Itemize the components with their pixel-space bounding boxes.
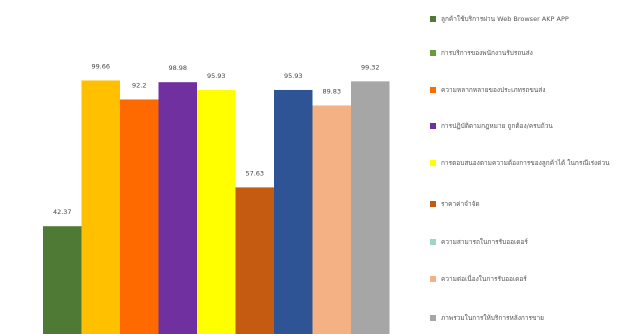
- bar-4: [158, 82, 197, 334]
- bar-6: [235, 187, 274, 334]
- legend-swatch: [430, 160, 436, 166]
- legend-swatch: [430, 16, 436, 22]
- data-label-1: 42.37: [53, 208, 72, 216]
- legend-label: การตอบสนองตามความต้องการของลูกค้าได้ ในก…: [441, 159, 610, 167]
- legend-swatch: [430, 315, 436, 321]
- legend-swatch: [430, 239, 436, 245]
- legend-swatch: [430, 201, 436, 207]
- data-label-4: 98.98: [168, 64, 187, 72]
- data-label-2: 99.66: [91, 62, 110, 70]
- legend-label: ราคาค่าจำจัด: [441, 200, 480, 208]
- legend-label: ความต่อเนื่องในการรับออเดอร์: [441, 275, 527, 283]
- bar-8: [312, 105, 351, 334]
- legend-label: ลูกค้าใช้บริการผ่าน Web Browser AKP APP: [441, 15, 569, 23]
- legend-swatch: [430, 87, 436, 93]
- data-label-6: 57.63: [245, 169, 264, 177]
- bar-5: [197, 89, 236, 334]
- bar-9: [351, 81, 390, 334]
- bar-2: [81, 80, 120, 334]
- chart-legend: ลูกค้าใช้บริการผ่าน Web Browser AKP APP ก…: [430, 0, 627, 334]
- bar-chart: 42.37 99.66 92.2 98.98 95.93 57.63 95.93 89.83 9…: [43, 62, 390, 334]
- data-label-3: 92.2: [132, 81, 146, 89]
- data-label-9: 99.32: [361, 63, 380, 71]
- data-label-8: 89.83: [322, 87, 341, 95]
- legend-label: การปฏิบัติตามกฎหมาย ถูกต้อง/ครบถ้วน: [441, 122, 553, 130]
- legend-swatch: [430, 123, 436, 129]
- bar-7: [274, 89, 313, 334]
- legend-label: ความหลากหลายของประเภทรถขนส่ง: [441, 86, 546, 94]
- data-label-5: 95.93: [207, 72, 226, 80]
- legend-label: ความสามารถในการรับออเดอร์: [441, 238, 528, 246]
- legend-swatch: [430, 50, 436, 56]
- legend-label: ภาพรวมในการให้บริการหลังการขาย: [441, 314, 544, 322]
- legend-label: การบริการของพนักงานรับรถนส่ง: [441, 49, 533, 57]
- bar-1: [43, 226, 82, 334]
- legend-swatch: [430, 276, 436, 282]
- data-label-7: 95.93: [284, 72, 303, 80]
- bar-3: [120, 99, 159, 334]
